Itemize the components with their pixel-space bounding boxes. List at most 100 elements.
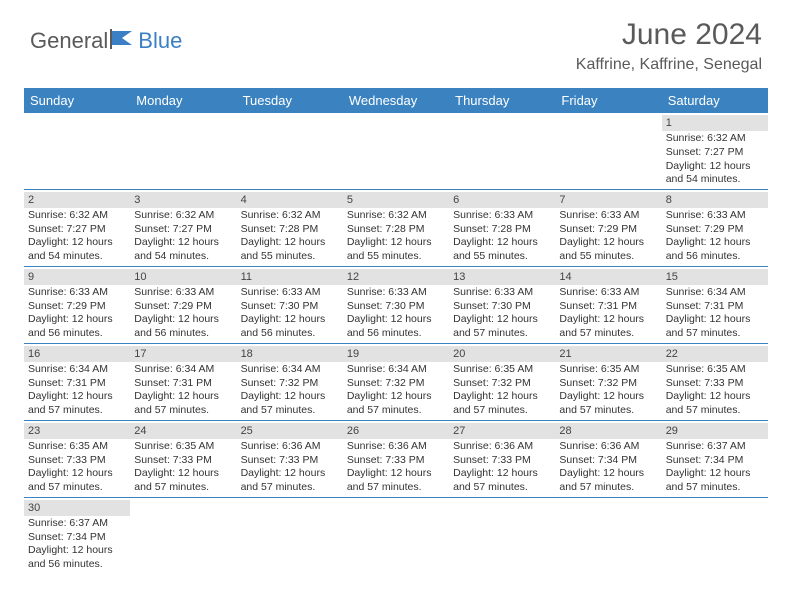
sunset-text: Sunset: 7:29 PM [28, 300, 126, 314]
day-number: 27 [449, 423, 555, 439]
sunset-text: Sunset: 7:33 PM [347, 454, 445, 468]
sunset-text: Sunset: 7:33 PM [134, 454, 232, 468]
sunset-text: Sunset: 7:32 PM [559, 377, 657, 391]
logo-flag-icon [110, 29, 136, 54]
daylight-text: Daylight: 12 hours and 56 minutes. [134, 313, 232, 340]
sunset-text: Sunset: 7:31 PM [134, 377, 232, 391]
sunrise-text: Sunrise: 6:33 AM [241, 286, 339, 300]
day-number: 5 [343, 192, 449, 208]
calendar-cell: 20Sunrise: 6:35 AMSunset: 7:32 PMDayligh… [449, 344, 555, 420]
sunrise-text: Sunrise: 6:33 AM [347, 286, 445, 300]
calendar-cell: 11Sunrise: 6:33 AMSunset: 7:30 PMDayligh… [237, 267, 343, 343]
sunrise-text: Sunrise: 6:32 AM [241, 209, 339, 223]
daylight-text: Daylight: 12 hours and 57 minutes. [666, 390, 764, 417]
calendar-row: 16Sunrise: 6:34 AMSunset: 7:31 PMDayligh… [24, 344, 768, 421]
day-number: 23 [24, 423, 130, 439]
day-number: 11 [237, 269, 343, 285]
page-title: June 2024 [576, 18, 762, 52]
sunset-text: Sunset: 7:27 PM [134, 223, 232, 237]
sunset-text: Sunset: 7:33 PM [241, 454, 339, 468]
logo-text-blue: Blue [138, 28, 182, 54]
sunset-text: Sunset: 7:28 PM [453, 223, 551, 237]
sunset-text: Sunset: 7:32 PM [241, 377, 339, 391]
calendar-cell: 8Sunrise: 6:33 AMSunset: 7:29 PMDaylight… [662, 190, 768, 266]
day-number: 25 [237, 423, 343, 439]
calendar-cell: 30Sunrise: 6:37 AMSunset: 7:34 PMDayligh… [24, 498, 130, 574]
day-number: 1 [662, 115, 768, 131]
calendar-row: 1Sunrise: 6:32 AMSunset: 7:27 PMDaylight… [24, 113, 768, 190]
sunrise-text: Sunrise: 6:32 AM [134, 209, 232, 223]
sunset-text: Sunset: 7:30 PM [453, 300, 551, 314]
calendar-cell [237, 498, 343, 574]
calendar-cell [449, 498, 555, 574]
daylight-text: Daylight: 12 hours and 57 minutes. [666, 313, 764, 340]
calendar-cell [24, 113, 130, 189]
title-block: June 2024 Kaffrine, Kaffrine, Senegal [576, 18, 762, 74]
weekday-header: Friday [555, 88, 661, 113]
day-number: 24 [130, 423, 236, 439]
sunrise-text: Sunrise: 6:33 AM [453, 286, 551, 300]
sunrise-text: Sunrise: 6:32 AM [666, 132, 764, 146]
calendar-cell: 19Sunrise: 6:34 AMSunset: 7:32 PMDayligh… [343, 344, 449, 420]
calendar-cell [555, 113, 661, 189]
daylight-text: Daylight: 12 hours and 56 minutes. [28, 544, 126, 571]
calendar-row: 23Sunrise: 6:35 AMSunset: 7:33 PMDayligh… [24, 421, 768, 498]
day-number: 6 [449, 192, 555, 208]
sunrise-text: Sunrise: 6:34 AM [347, 363, 445, 377]
sunrise-text: Sunrise: 6:34 AM [134, 363, 232, 377]
calendar-cell: 17Sunrise: 6:34 AMSunset: 7:31 PMDayligh… [130, 344, 236, 420]
calendar-cell: 22Sunrise: 6:35 AMSunset: 7:33 PMDayligh… [662, 344, 768, 420]
sunrise-text: Sunrise: 6:35 AM [559, 363, 657, 377]
header: General Blue June 2024 Kaffrine, Kaffrin… [0, 0, 792, 82]
sunset-text: Sunset: 7:34 PM [559, 454, 657, 468]
daylight-text: Daylight: 12 hours and 57 minutes. [453, 313, 551, 340]
calendar-cell: 23Sunrise: 6:35 AMSunset: 7:33 PMDayligh… [24, 421, 130, 497]
sunset-text: Sunset: 7:33 PM [666, 377, 764, 391]
calendar-cell: 24Sunrise: 6:35 AMSunset: 7:33 PMDayligh… [130, 421, 236, 497]
daylight-text: Daylight: 12 hours and 56 minutes. [347, 313, 445, 340]
daylight-text: Daylight: 12 hours and 57 minutes. [453, 390, 551, 417]
daylight-text: Daylight: 12 hours and 57 minutes. [241, 467, 339, 494]
calendar-cell: 7Sunrise: 6:33 AMSunset: 7:29 PMDaylight… [555, 190, 661, 266]
daylight-text: Daylight: 12 hours and 56 minutes. [666, 236, 764, 263]
sunrise-text: Sunrise: 6:35 AM [666, 363, 764, 377]
calendar-cell: 15Sunrise: 6:34 AMSunset: 7:31 PMDayligh… [662, 267, 768, 343]
sunrise-text: Sunrise: 6:33 AM [559, 209, 657, 223]
calendar-cell [555, 498, 661, 574]
daylight-text: Daylight: 12 hours and 55 minutes. [453, 236, 551, 263]
sunset-text: Sunset: 7:34 PM [28, 531, 126, 545]
calendar-cell: 4Sunrise: 6:32 AMSunset: 7:28 PMDaylight… [237, 190, 343, 266]
daylight-text: Daylight: 12 hours and 55 minutes. [347, 236, 445, 263]
day-number: 3 [130, 192, 236, 208]
sunrise-text: Sunrise: 6:34 AM [241, 363, 339, 377]
day-number: 16 [24, 346, 130, 362]
calendar-cell: 12Sunrise: 6:33 AMSunset: 7:30 PMDayligh… [343, 267, 449, 343]
logo-text-general: General [30, 28, 108, 54]
sunrise-text: Sunrise: 6:32 AM [28, 209, 126, 223]
weekday-header: Thursday [449, 88, 555, 113]
sunset-text: Sunset: 7:30 PM [347, 300, 445, 314]
weekday-header: Wednesday [343, 88, 449, 113]
sunrise-text: Sunrise: 6:34 AM [28, 363, 126, 377]
day-number: 21 [555, 346, 661, 362]
daylight-text: Daylight: 12 hours and 57 minutes. [241, 390, 339, 417]
sunrise-text: Sunrise: 6:37 AM [666, 440, 764, 454]
daylight-text: Daylight: 12 hours and 57 minutes. [28, 467, 126, 494]
calendar-cell: 6Sunrise: 6:33 AMSunset: 7:28 PMDaylight… [449, 190, 555, 266]
daylight-text: Daylight: 12 hours and 57 minutes. [134, 467, 232, 494]
calendar-cell: 9Sunrise: 6:33 AMSunset: 7:29 PMDaylight… [24, 267, 130, 343]
day-number: 28 [555, 423, 661, 439]
sunset-text: Sunset: 7:27 PM [666, 146, 764, 160]
calendar-cell [343, 113, 449, 189]
calendar-cell: 5Sunrise: 6:32 AMSunset: 7:28 PMDaylight… [343, 190, 449, 266]
sunrise-text: Sunrise: 6:35 AM [28, 440, 126, 454]
sunset-text: Sunset: 7:29 PM [134, 300, 232, 314]
daylight-text: Daylight: 12 hours and 56 minutes. [241, 313, 339, 340]
sunrise-text: Sunrise: 6:36 AM [347, 440, 445, 454]
sunrise-text: Sunrise: 6:34 AM [666, 286, 764, 300]
calendar-cell: 21Sunrise: 6:35 AMSunset: 7:32 PMDayligh… [555, 344, 661, 420]
day-number: 9 [24, 269, 130, 285]
calendar-body: 1Sunrise: 6:32 AMSunset: 7:27 PMDaylight… [24, 113, 768, 574]
calendar-cell [130, 113, 236, 189]
calendar-cell: 1Sunrise: 6:32 AMSunset: 7:27 PMDaylight… [662, 113, 768, 189]
